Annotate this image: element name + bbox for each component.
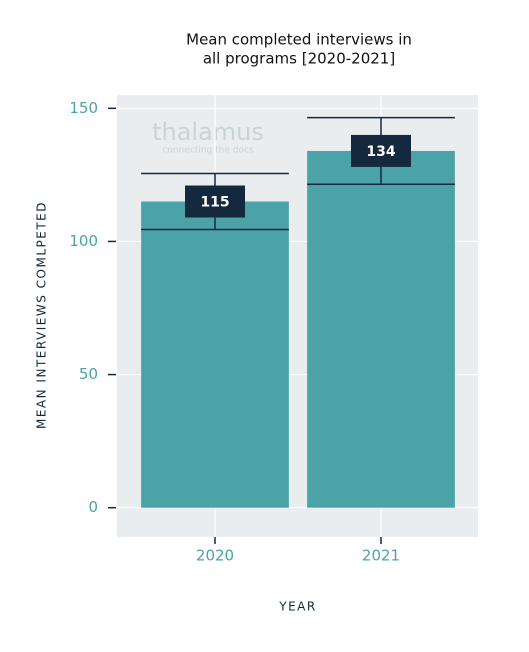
x-axis-label: YEAR [278, 600, 316, 614]
watermark: connecting the docs [162, 146, 253, 156]
y-tick-label: 100 [69, 232, 98, 250]
data-label: 134 [366, 144, 395, 160]
chart-title: Mean completed interviews in [186, 31, 412, 49]
label-box [351, 134, 411, 167]
y-axis-label: MEAN INTERVIEWS COMLPETED [35, 201, 49, 429]
bar [307, 150, 455, 508]
y-tick-label: 150 [69, 99, 98, 117]
y-tick-label: 50 [79, 365, 98, 383]
x-tick-label: 2021 [362, 547, 400, 565]
x-tick-label: 2020 [196, 547, 234, 565]
chart-title: all programs [2020-2021] [203, 50, 395, 68]
y-tick-label: 0 [88, 498, 98, 516]
label-box [185, 185, 245, 218]
data-label: 115 [200, 195, 229, 211]
bar [141, 201, 289, 508]
watermark: thalamus [152, 118, 264, 146]
